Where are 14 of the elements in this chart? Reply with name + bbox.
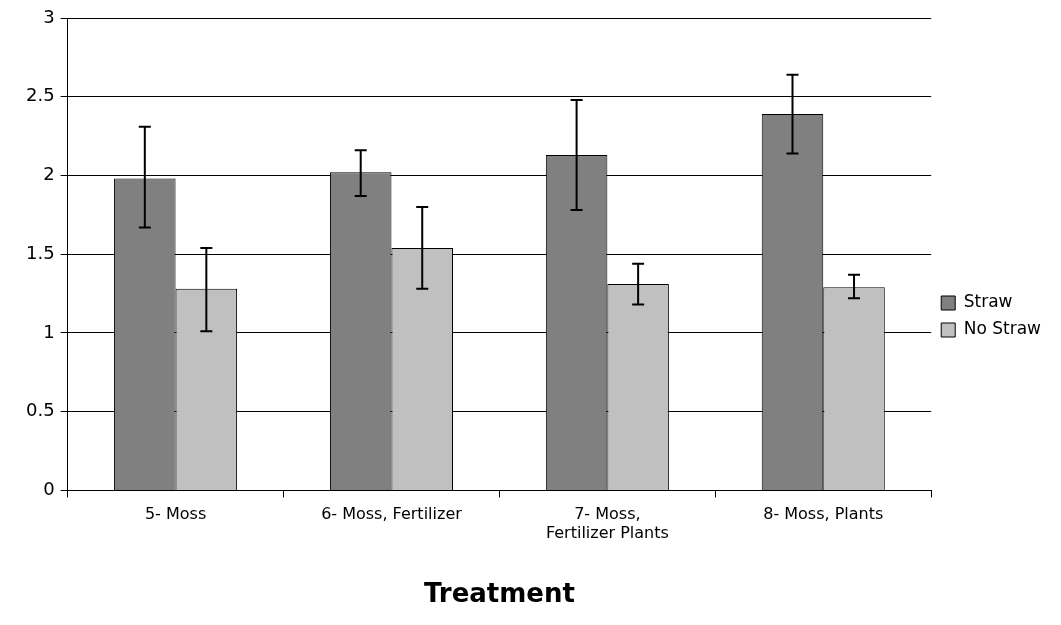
x-tick-label: 8- Moss, Plants [763, 504, 884, 524]
x-tick-label: 5- Moss [144, 504, 207, 524]
legend-label: Straw [963, 291, 1013, 312]
y-tick-label: 2.5 [25, 84, 55, 106]
y-tick-label: 0 [43, 478, 55, 500]
y-tick-label: 1.5 [25, 241, 55, 263]
x-tick-label: 7- Moss, Fertilizer Plants [545, 504, 669, 543]
x-tick-label: 6- Moss, Fertilizer [321, 504, 463, 524]
x-axis-title: Treatment [423, 578, 575, 609]
legend-label: No Straw [963, 318, 1042, 339]
y-tick-label: 3 [43, 5, 55, 27]
y-tick-label: 1 [43, 320, 55, 342]
y-tick-label: 0.5 [25, 399, 55, 421]
y-tick-label: 2 [43, 163, 55, 185]
